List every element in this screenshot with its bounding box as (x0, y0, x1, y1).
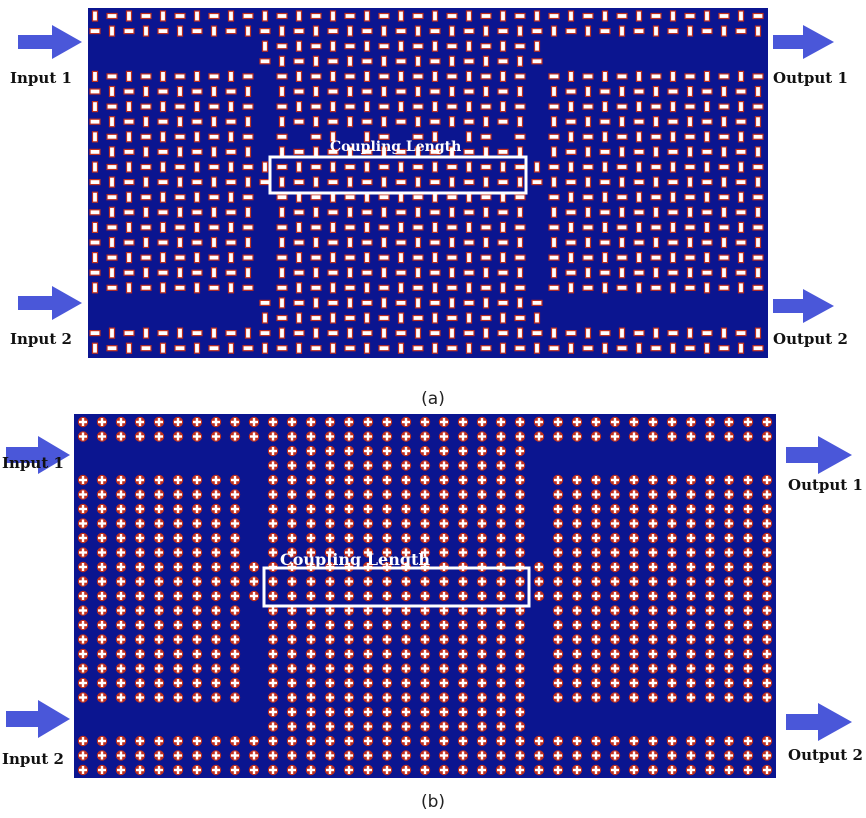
pillar-lattice (77, 416, 773, 776)
input-1-label: Input 1 (10, 69, 72, 87)
input-1-label: Input 1 (2, 454, 64, 472)
pillar-lattice (89, 10, 764, 354)
input-1-arrow-icon (18, 25, 82, 59)
output-1-label: Output 1 (788, 476, 863, 494)
output-2-label: Output 2 (788, 746, 863, 764)
output-1-arrow-icon (786, 436, 852, 474)
input-2-label: Input 2 (2, 750, 64, 768)
output-2-arrow-icon (773, 289, 834, 323)
output-1-arrow-icon (773, 25, 834, 59)
panel-b: Input 1 Input 2 Output 1 Output 2 Coupli… (2, 414, 863, 812)
input-2-label: Input 2 (10, 330, 72, 348)
input-2-arrow-icon (18, 286, 82, 320)
output-2-arrow-icon (786, 703, 852, 741)
output-2-label: Output 2 (773, 330, 848, 348)
substrate (88, 8, 768, 358)
panel-caption: (b) (421, 792, 445, 812)
coupling-region-box (262, 566, 531, 608)
coupling-region-box (268, 155, 528, 195)
input-2-arrow-icon (6, 700, 70, 738)
coupling-length-label: Coupling Length (330, 139, 461, 155)
panel-caption: (a) (421, 389, 445, 409)
panel-a: Input 1 Input 2 Output 1 Output 2 Coupli… (10, 8, 848, 409)
coupling-length-label: Coupling Length (280, 550, 430, 569)
input-1-arrow-icon (6, 436, 70, 474)
output-1-label: Output 1 (773, 69, 848, 87)
